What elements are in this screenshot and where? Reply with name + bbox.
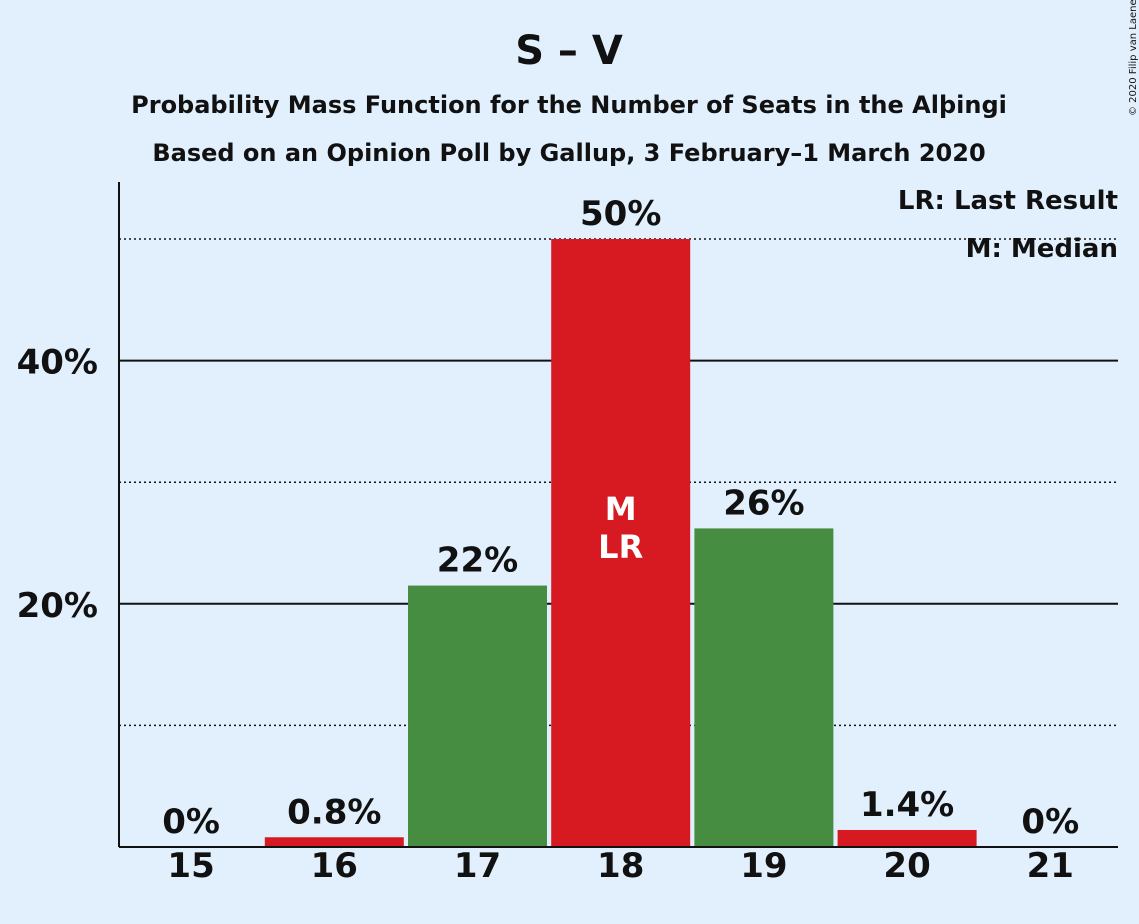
x-tick-label: 16 (311, 846, 358, 886)
legend-median: M: Median (966, 234, 1118, 264)
bar-20 (837, 829, 977, 847)
x-tick-label: 15 (167, 846, 214, 886)
axes: 20% 40% 15 16 17 18 19 20 21 (17, 182, 1118, 886)
y-tick-label: 40% (17, 343, 98, 383)
data-label: 1.4% (860, 785, 954, 825)
data-label: 0% (162, 802, 220, 842)
bar-19 (694, 528, 834, 847)
bar-17 (408, 585, 547, 847)
data-label: 0% (1021, 802, 1079, 842)
chart-subtitle-2: Based on an Opinion Poll by Gallup, 3 Fe… (152, 139, 985, 167)
data-labels: 0% 0.8% 22% 50% MLR 26% 1.4% 0% (162, 194, 1079, 842)
bar-annotation-lr: LR (598, 528, 643, 566)
legend: LR: Last Result M: Median (898, 186, 1118, 264)
copyright-note: © 2020 Filip van Laenen (1128, 0, 1139, 116)
y-tick-label: 20% (17, 586, 98, 626)
chart-title: S – V (515, 28, 623, 74)
x-tick-label: 21 (1027, 846, 1074, 886)
bar-annotation-m: M (605, 490, 637, 528)
data-label: 50% (580, 194, 661, 234)
legend-last-result: LR: Last Result (898, 186, 1118, 216)
bar-16 (264, 837, 404, 847)
data-label: 26% (723, 483, 804, 523)
x-tick-label: 17 (454, 846, 501, 886)
x-tick-label: 19 (740, 846, 787, 886)
x-tick-label: 18 (597, 846, 644, 886)
data-label: 22% (437, 541, 518, 581)
data-label: 0.8% (287, 792, 381, 832)
bar-18 (551, 239, 691, 847)
chart-subtitle-1: Probability Mass Function for the Number… (131, 91, 1007, 119)
bars (264, 239, 977, 847)
x-tick-label: 20 (883, 846, 930, 886)
